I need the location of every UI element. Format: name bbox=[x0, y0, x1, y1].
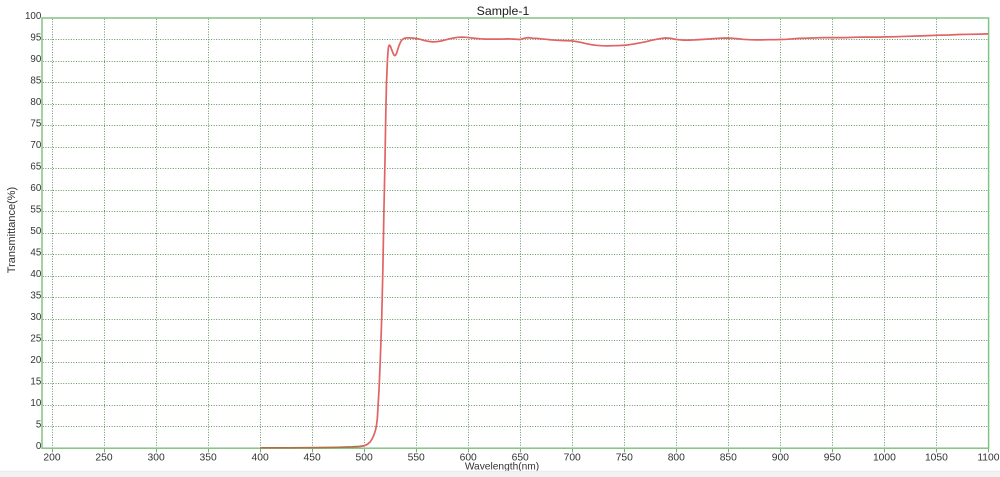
svg-text:700: 700 bbox=[564, 452, 581, 463]
svg-text:65: 65 bbox=[30, 162, 41, 173]
svg-text:75: 75 bbox=[30, 119, 41, 130]
svg-text:550: 550 bbox=[408, 452, 425, 463]
svg-text:900: 900 bbox=[772, 452, 789, 463]
svg-text:0: 0 bbox=[36, 441, 42, 452]
svg-text:30: 30 bbox=[30, 312, 41, 323]
svg-text:45: 45 bbox=[30, 248, 41, 259]
svg-text:850: 850 bbox=[720, 452, 737, 463]
svg-text:650: 650 bbox=[512, 452, 529, 463]
svg-text:5: 5 bbox=[36, 420, 42, 431]
svg-text:350: 350 bbox=[200, 452, 217, 463]
svg-text:55: 55 bbox=[30, 205, 41, 216]
svg-text:250: 250 bbox=[95, 452, 112, 463]
svg-text:95: 95 bbox=[30, 33, 41, 44]
svg-text:1050: 1050 bbox=[925, 452, 948, 463]
svg-text:750: 750 bbox=[616, 452, 633, 463]
svg-text:40: 40 bbox=[30, 269, 41, 280]
svg-text:450: 450 bbox=[304, 452, 321, 463]
svg-text:Transmittance(%): Transmittance(%) bbox=[6, 187, 18, 273]
svg-text:35: 35 bbox=[30, 291, 41, 302]
svg-text:1000: 1000 bbox=[873, 452, 896, 463]
svg-text:20: 20 bbox=[30, 355, 41, 366]
svg-text:1100: 1100 bbox=[977, 452, 999, 463]
svg-text:10: 10 bbox=[30, 398, 41, 409]
svg-text:80: 80 bbox=[30, 97, 41, 108]
svg-text:Wavelength(nm): Wavelength(nm) bbox=[465, 462, 539, 473]
svg-text:Sample-1: Sample-1 bbox=[477, 4, 530, 18]
svg-text:70: 70 bbox=[30, 140, 41, 151]
svg-text:90: 90 bbox=[30, 54, 41, 65]
svg-text:60: 60 bbox=[30, 183, 41, 194]
svg-text:500: 500 bbox=[356, 452, 373, 463]
svg-text:85: 85 bbox=[30, 76, 41, 87]
svg-text:50: 50 bbox=[30, 226, 41, 237]
svg-text:400: 400 bbox=[252, 452, 269, 463]
svg-text:800: 800 bbox=[668, 452, 685, 463]
svg-text:15: 15 bbox=[30, 377, 41, 388]
svg-text:300: 300 bbox=[148, 452, 165, 463]
svg-text:25: 25 bbox=[30, 334, 41, 345]
svg-text:100: 100 bbox=[25, 11, 42, 22]
svg-text:600: 600 bbox=[460, 452, 477, 463]
svg-text:950: 950 bbox=[824, 452, 841, 463]
svg-text:200: 200 bbox=[43, 452, 60, 463]
